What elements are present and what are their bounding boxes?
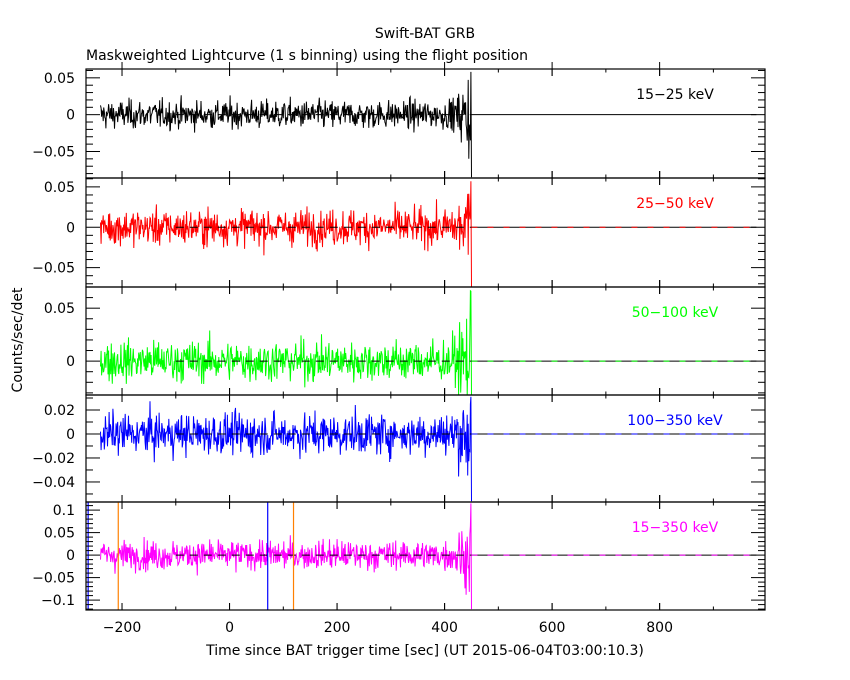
data-line (100, 503, 472, 610)
y-tick-label: 0 (66, 108, 75, 124)
y-tick-label: 0 (66, 427, 75, 443)
panel-frame (85, 286, 766, 396)
x-tick-label: 400 (431, 620, 458, 636)
chart-title: Swift-BAT GRB (375, 26, 475, 42)
x-axis-label: Time since BAT trigger time [sec] (UT 20… (205, 643, 644, 659)
y-tick-label: −0.1 (41, 593, 75, 609)
data-line (100, 289, 472, 396)
panel-100-350-keV: 0.02 0 −0.02 −0.04 100−350 keV (32, 388, 766, 503)
x-tick-label: −200 (103, 620, 141, 636)
y-tick-label: 0.05 (44, 301, 75, 317)
y-tick-label: 0.05 (44, 71, 75, 87)
series-label: 50−100 keV (632, 305, 719, 321)
data-line (100, 396, 472, 502)
x-tick-label: 800 (646, 620, 673, 636)
panel-25-50-keV: 0.05 0 −0.05 25−50 keV (32, 171, 766, 288)
y-tick-label: 0 (66, 220, 75, 236)
y-tick-label: 0.02 (44, 403, 75, 419)
y-tick-label: 0.05 (44, 180, 75, 196)
y-tick-label: −0.02 (32, 451, 75, 467)
panel-frame (85, 68, 766, 179)
panel-15-350-keV: 0.1 0.05 0 −0.05 −0.1 15−350 keV (32, 495, 766, 611)
y-tick-label: −0.05 (32, 571, 75, 587)
y-tick-label: −0.05 (32, 261, 75, 277)
y-tick-label: 0.05 (44, 526, 75, 542)
x-tick-label: 200 (324, 620, 351, 636)
panel-50-100-keV: 0.05 0 50−100 keV (44, 280, 766, 396)
chart-subtitle: Maskweighted Lightcurve (1 s binning) us… (86, 48, 528, 64)
series-label: 15−25 keV (636, 87, 714, 103)
y-tick-label: −0.04 (32, 475, 75, 491)
y-tick-label: 0.1 (53, 503, 75, 519)
x-tick-label: 600 (539, 620, 566, 636)
y-tick-label: −0.05 (32, 144, 75, 160)
y-tick-label: 0 (66, 354, 75, 370)
series-label: 100−350 keV (627, 413, 723, 429)
y-axis-label: Counts/sec/det (10, 287, 26, 392)
y-tick-label: 0 (66, 548, 75, 564)
x-tick-label: 0 (225, 620, 234, 636)
data-line (100, 71, 472, 178)
panel-frame (85, 501, 766, 611)
data-line (100, 181, 472, 288)
series-label: 25−50 keV (636, 196, 714, 212)
panel-15-25-keV: 0.05 0 −0.05 15−25 keV (32, 62, 766, 179)
series-label: 15−350 keV (632, 520, 719, 536)
